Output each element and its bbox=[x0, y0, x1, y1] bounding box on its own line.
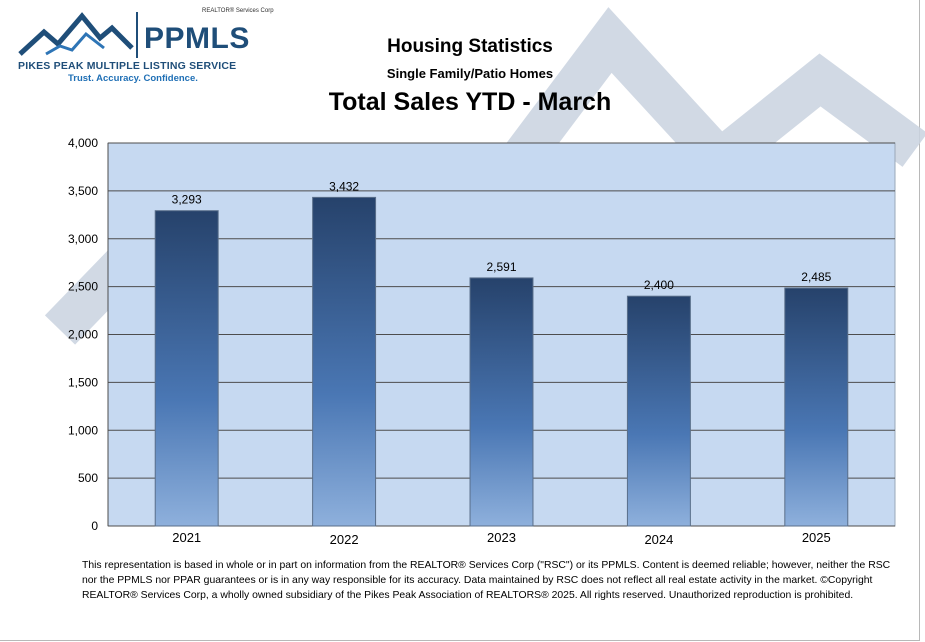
data-labels: 3,293 3,432 2,591 2,400 2,485 bbox=[172, 179, 832, 292]
bar-2021 bbox=[154, 210, 219, 527]
bar-chart: 3,293 3,432 2,591 2,400 2,485 0 500 1,000 1,500… bbox=[68, 136, 896, 547]
bar-2023 bbox=[469, 277, 534, 527]
logo-name: PIKES PEAK MULTIPLE LISTING SERVICE bbox=[18, 60, 237, 72]
bar-2024 bbox=[626, 295, 691, 527]
data-label: 3,432 bbox=[329, 179, 359, 193]
y-tick-label: 1,000 bbox=[68, 423, 98, 437]
mountain-logo-icon bbox=[18, 12, 134, 56]
x-tick-label: 2021 bbox=[172, 530, 201, 545]
data-label: 3,293 bbox=[172, 193, 202, 207]
chart-main-title: Total Sales YTD - March bbox=[328, 88, 612, 116]
logo-tagline: Trust. Accuracy. Confidence. bbox=[68, 73, 198, 84]
bars bbox=[154, 196, 849, 527]
x-tick-label: 2022 bbox=[330, 532, 359, 547]
ppmls-logo: REALTOR® Services Corp PPMLS PIKES PEAK … bbox=[16, 8, 274, 88]
disclaimer-footnote: This representation is based in whole or… bbox=[82, 560, 891, 601]
data-label: 2,591 bbox=[486, 260, 516, 274]
bar-2025 bbox=[784, 287, 849, 527]
chart-subtitle: Single Family/Patio Homes bbox=[386, 66, 554, 81]
chart-title: Housing Statistics bbox=[387, 36, 553, 57]
x-tick-label: 2024 bbox=[644, 532, 673, 547]
y-tick-label: 2,500 bbox=[68, 280, 98, 294]
y-tick-label: 3,500 bbox=[68, 184, 98, 198]
y-tick-label: 3,000 bbox=[68, 232, 98, 246]
data-label: 2,400 bbox=[644, 278, 674, 292]
x-tick-label: 2025 bbox=[802, 530, 831, 545]
x-tick-label: 2023 bbox=[487, 530, 516, 545]
y-tick-label: 500 bbox=[78, 471, 98, 485]
y-tick-label: 2,000 bbox=[68, 328, 98, 342]
data-label: 2,485 bbox=[801, 270, 831, 284]
y-tick-label: 0 bbox=[91, 519, 98, 533]
bar-2022 bbox=[312, 196, 377, 527]
y-axis-ticks: 0 500 1,000 1,500 2,000 2,500 3,000 3,500 4,000 bbox=[68, 136, 98, 533]
y-tick-label: 1,500 bbox=[68, 375, 98, 389]
x-axis-ticks: 2021 2022 2023 2024 2025 bbox=[172, 530, 831, 547]
logo-divider bbox=[136, 12, 138, 58]
logo-brand: PPMLS bbox=[144, 22, 250, 55]
y-tick-label: 4,000 bbox=[68, 136, 98, 150]
logo-corp-text: REALTOR® Services Corp bbox=[202, 8, 274, 14]
